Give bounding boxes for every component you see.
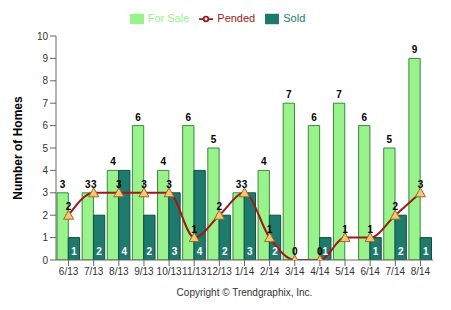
svg-text:6: 6 bbox=[135, 112, 141, 123]
svg-text:3: 3 bbox=[91, 179, 97, 190]
svg-text:9/13: 9/13 bbox=[134, 266, 154, 277]
svg-text:5/14: 5/14 bbox=[335, 266, 355, 277]
svg-text:4: 4 bbox=[121, 246, 127, 257]
svg-text:1: 1 bbox=[71, 246, 77, 257]
svg-text:0: 0 bbox=[292, 246, 298, 257]
svg-text:6: 6 bbox=[186, 112, 192, 123]
svg-text:7: 7 bbox=[336, 89, 342, 100]
svg-text:2/14: 2/14 bbox=[260, 266, 280, 277]
svg-text:12/13: 12/13 bbox=[207, 266, 232, 277]
svg-text:1: 1 bbox=[373, 246, 379, 257]
svg-text:2: 2 bbox=[147, 246, 153, 257]
svg-text:8/14: 8/14 bbox=[411, 266, 431, 277]
svg-text:6/14: 6/14 bbox=[360, 266, 380, 277]
svg-text:2: 2 bbox=[272, 246, 278, 257]
svg-text:3: 3 bbox=[235, 178, 242, 190]
svg-text:8/13: 8/13 bbox=[109, 266, 129, 277]
svg-text:3: 3 bbox=[242, 179, 248, 190]
svg-text:1: 1 bbox=[323, 246, 329, 257]
svg-text:4: 4 bbox=[110, 156, 116, 167]
svg-text:3: 3 bbox=[247, 246, 253, 257]
svg-text:2: 2 bbox=[393, 201, 399, 212]
svg-text:9: 9 bbox=[412, 44, 418, 55]
svg-text:6: 6 bbox=[42, 120, 48, 131]
svg-text:7/14: 7/14 bbox=[386, 266, 406, 277]
svg-text:1: 1 bbox=[367, 224, 373, 235]
svg-text:Number of Homes: Number of Homes bbox=[11, 96, 25, 200]
svg-text:4: 4 bbox=[42, 165, 48, 176]
svg-text:3/14: 3/14 bbox=[285, 266, 305, 277]
svg-text:5: 5 bbox=[211, 134, 217, 145]
svg-text:4: 4 bbox=[261, 156, 267, 167]
svg-text:1/14: 1/14 bbox=[235, 266, 255, 277]
svg-text:6: 6 bbox=[311, 112, 317, 123]
svg-text:1: 1 bbox=[191, 224, 197, 235]
svg-text:7: 7 bbox=[286, 89, 292, 100]
svg-text:5: 5 bbox=[387, 134, 393, 145]
svg-text:3: 3 bbox=[172, 246, 178, 257]
html-text:For Sale: For Sale bbox=[147, 12, 190, 24]
svg-text:3: 3 bbox=[166, 179, 172, 190]
svg-text:2: 2 bbox=[222, 246, 228, 257]
svg-text:6/13: 6/13 bbox=[59, 266, 79, 277]
svg-text:9: 9 bbox=[42, 53, 48, 64]
svg-text:3: 3 bbox=[141, 179, 147, 190]
svg-text:10: 10 bbox=[37, 31, 49, 42]
svg-text:2: 2 bbox=[398, 246, 404, 257]
svg-text:0: 0 bbox=[42, 255, 48, 266]
svg-text:3: 3 bbox=[418, 179, 424, 190]
html-text:Sold: Sold bbox=[283, 12, 306, 24]
svg-text:1: 1 bbox=[342, 224, 348, 235]
svg-text:4: 4 bbox=[197, 246, 203, 257]
svg-text:3: 3 bbox=[85, 178, 91, 190]
svg-text:8: 8 bbox=[42, 75, 48, 86]
svg-text:7: 7 bbox=[42, 98, 48, 109]
svg-text:7/13: 7/13 bbox=[84, 266, 104, 277]
svg-text:0: 0 bbox=[317, 246, 323, 257]
svg-text:3: 3 bbox=[116, 179, 122, 190]
svg-text:5: 5 bbox=[42, 143, 48, 154]
svg-text:2: 2 bbox=[66, 201, 72, 212]
svg-text:4: 4 bbox=[160, 156, 166, 167]
svg-text:3: 3 bbox=[60, 179, 66, 190]
svg-text:1: 1 bbox=[423, 246, 429, 257]
svg-text:1: 1 bbox=[267, 224, 273, 235]
svg-text:2: 2 bbox=[217, 201, 223, 212]
svg-text:6: 6 bbox=[361, 112, 367, 123]
svg-text:11/13: 11/13 bbox=[182, 266, 207, 277]
svg-text:10/13: 10/13 bbox=[157, 266, 182, 277]
svg-text:2: 2 bbox=[42, 210, 48, 221]
svg-text:2: 2 bbox=[96, 246, 102, 257]
svg-text:3: 3 bbox=[42, 187, 48, 198]
svg-text:1: 1 bbox=[42, 232, 48, 243]
svg-text:4/14: 4/14 bbox=[310, 266, 330, 277]
html-text:Pended: Pended bbox=[217, 12, 256, 24]
svg-text:Copyright © Trendgraphix, Inc.: Copyright © Trendgraphix, Inc. bbox=[177, 287, 313, 298]
